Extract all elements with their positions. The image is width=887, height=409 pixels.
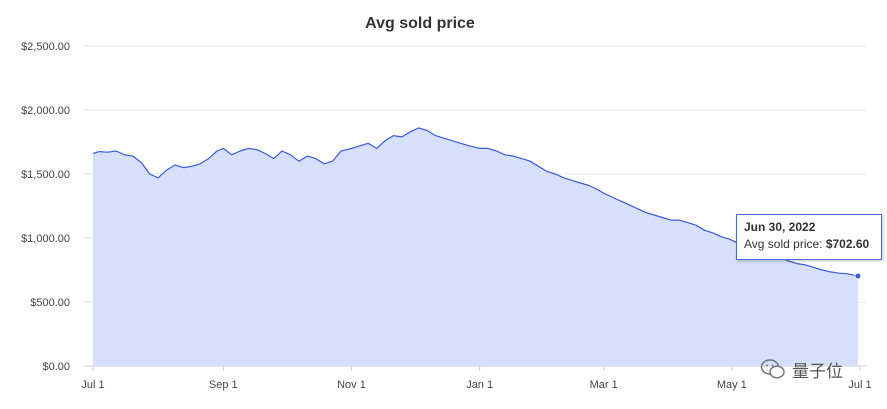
watermark-text: 量子位 <box>792 361 843 382</box>
area-fill <box>93 127 858 367</box>
y-tick-label: $1,500.00 <box>21 169 70 181</box>
tooltip-label: Avg sold price: <box>744 237 826 251</box>
x-tick-label: Sep 1 <box>209 379 238 391</box>
x-tick-label: Mar 1 <box>590 379 618 391</box>
tooltip-value: Avg sold price: $702.60 <box>744 237 874 251</box>
x-tick-label: Jan 1 <box>466 379 493 391</box>
x-tick-label: Jul 1 <box>848 379 871 391</box>
y-tick-label: $500.00 <box>30 297 70 309</box>
y-tick-label: $2,500.00 <box>21 41 70 53</box>
x-tick-label: Nov 1 <box>337 379 366 391</box>
x-tick-label: Jul 1 <box>81 379 104 391</box>
hover-point[interactable] <box>854 272 862 280</box>
tooltip-date: Jun 30, 2022 <box>744 220 816 234</box>
tooltip: Jun 30, 2022 Avg sold price: $702.60 <box>736 214 882 260</box>
y-tick-label: $0.00 <box>42 361 70 373</box>
tooltip-number: $702.60 <box>825 237 870 251</box>
x-axis: Jul 1 Sep 1 Nov 1 Jan 1 Mar 1 May 1 Jul 1 <box>81 366 872 391</box>
x-tick-label: May 1 <box>717 379 747 391</box>
y-tick-label: $1,000.00 <box>21 233 70 245</box>
watermark: 量子位 <box>760 356 843 382</box>
y-tick-label: $2,000.00 <box>21 105 70 117</box>
chart-title: Avg sold price <box>365 15 475 32</box>
y-axis: $0.00 $500.00 $1,000.00 $1,500.00 $2,000.00 $… <box>21 41 70 373</box>
series-line <box>92 127 859 277</box>
wechat-icon <box>760 359 785 379</box>
